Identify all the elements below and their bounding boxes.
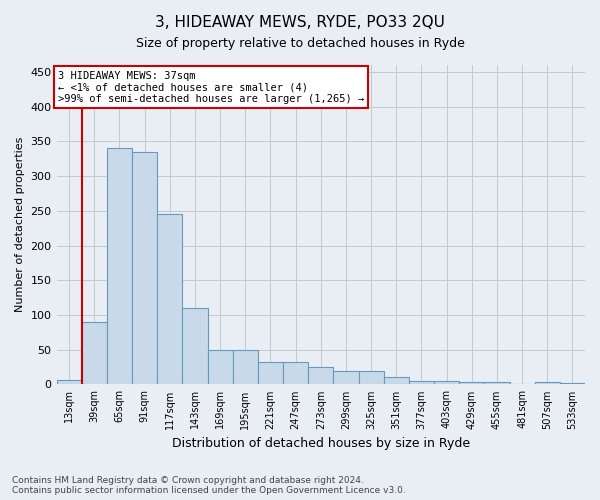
Bar: [283, 362, 308, 384]
Bar: [107, 148, 132, 384]
Y-axis label: Number of detached properties: Number of detached properties: [15, 137, 25, 312]
Text: 3, HIDEAWAY MEWS, RYDE, PO33 2QU: 3, HIDEAWAY MEWS, RYDE, PO33 2QU: [155, 15, 445, 30]
Bar: [434, 381, 459, 384]
X-axis label: Distribution of detached houses by size in Ryde: Distribution of detached houses by size …: [172, 437, 470, 450]
Bar: [383, 378, 409, 384]
Bar: [560, 383, 585, 384]
Bar: [233, 350, 258, 384]
Bar: [258, 362, 283, 384]
Bar: [208, 350, 233, 384]
Text: Contains HM Land Registry data © Crown copyright and database right 2024.
Contai: Contains HM Land Registry data © Crown c…: [12, 476, 406, 495]
Bar: [182, 308, 208, 384]
Bar: [535, 382, 560, 384]
Bar: [132, 152, 157, 384]
Bar: [82, 322, 107, 384]
Bar: [157, 214, 182, 384]
Bar: [359, 370, 383, 384]
Bar: [308, 367, 334, 384]
Bar: [459, 382, 484, 384]
Bar: [484, 382, 509, 384]
Text: Size of property relative to detached houses in Ryde: Size of property relative to detached ho…: [136, 38, 464, 51]
Bar: [409, 381, 434, 384]
Bar: [334, 370, 359, 384]
Text: 3 HIDEAWAY MEWS: 37sqm
← <1% of detached houses are smaller (4)
>99% of semi-det: 3 HIDEAWAY MEWS: 37sqm ← <1% of detached…: [58, 70, 364, 104]
Bar: [56, 380, 82, 384]
